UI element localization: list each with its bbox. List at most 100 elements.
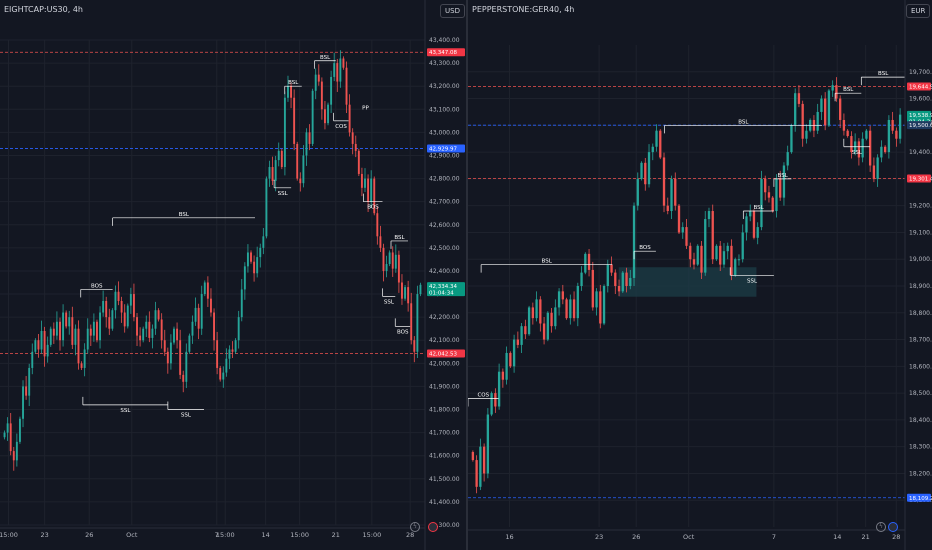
ger40-symbol-label: PEPPERSTONE:GER40, 4h [472,5,575,14]
ger40-candle-body [659,130,662,158]
us30-candle-body [373,178,376,214]
ger40-candle-body [644,162,647,185]
ger40-candle-body [494,393,497,407]
ger40-chart-svg[interactable]: 19,700.019,600.019,500.019,400.019,300.0… [468,0,932,550]
ger40-candle-body [681,227,684,233]
us30-candle-body [407,287,410,304]
ger40-candle-body [737,259,741,261]
ger40-candle-body [677,205,681,233]
ger40-candle-body [794,93,797,126]
ger40-candle-body [599,291,602,324]
ger40-candle-body [554,307,557,327]
us30-candle-body [385,264,388,271]
ger40-price-tag [907,174,931,183]
us30-candle-body [43,331,46,357]
us30-y-tick-label: 43,000.00 [429,129,460,136]
ger40-annotation-bsl: BSL [878,71,889,77]
us30-candle-body [262,236,265,248]
ger40-candle-body [797,93,801,104]
flag-icon[interactable] [428,522,438,532]
us30-candle-body [185,351,188,382]
ger40-candle-body [865,130,868,139]
us30-candle-body [323,109,326,124]
us30-candle-body [416,294,419,352]
us30-y-tick-label: 41,800.00 [429,407,460,414]
us30-chart-panel[interactable]: 43,400.00 43,300.00 43,200.00 43,100.00 43,0… [0,0,466,550]
us30-candle-body [203,282,206,295]
us30-y-tick-label: 41,700.00 [429,430,460,437]
us30-candle-body [105,300,108,318]
flag-icon[interactable] [888,522,898,532]
us30-candle-body [419,284,422,295]
us30-candle-body [139,335,142,341]
ger40-x-tick-label: 28 [892,533,900,541]
ger40-x-tick-label: 14 [833,533,841,541]
ger40-candle-body [824,98,827,126]
us30-chart-svg[interactable]: 43,400.00 43,300.00 43,200.00 43,100.00 43,0… [0,0,466,550]
ger40-candle-body [471,452,475,461]
ger40-x-tick-label: 23 [595,533,603,541]
us30-candle-body [99,312,102,341]
ger40-candle-body [546,312,549,340]
ger40-candle-body [880,146,883,158]
ger40-y-tick-label: 18,600.0 [909,363,932,370]
ger40-candle-body [838,98,842,120]
us30-candle-body [55,321,58,336]
us30-candle-body [290,86,293,98]
us30-candle-body [308,132,311,144]
us30-y-tick-label: 42,600.00 [429,222,460,229]
ger40-candle-body [760,178,763,228]
us30-candle-body [293,97,296,144]
us30-candle-body [225,358,228,373]
ger40-candle-body [621,272,624,292]
us30-x-tick-label: 28 [406,531,414,539]
us30-candle-body [314,74,317,91]
ger40-candle-body [531,307,535,319]
us30-candle-body [259,247,262,258]
us30-candle-body [351,132,354,144]
ger40-candle-body [775,178,778,212]
ger40-y-tick-label: 18,400.0 [909,417,932,424]
us30-candle-body [6,423,9,433]
ger40-chart-panel[interactable]: 19,700.019,600.019,500.019,400.019,300.0… [468,0,932,550]
ger40-candle-body [685,227,688,246]
us30-candle-body [12,451,15,461]
lightning-icon[interactable]: ϟ [410,522,420,532]
ger40-candle-body [674,178,677,206]
us30-y-tick-label: 43,300.00 [429,60,460,67]
us30-x-tick-label: 21 [332,531,340,539]
ger40-y-tick-label: 18,900.0 [909,283,932,290]
us30-candle-body [367,178,370,202]
us30-candle-body [250,252,252,262]
ger40-candle-body [520,326,523,345]
us30-candle-body [333,63,336,77]
us30-candle-body [31,351,34,368]
us30-y-tick-label: 41,600.00 [429,453,460,460]
us30-candle-body [213,312,215,341]
us30-candle-body [160,319,163,341]
ger40-candle-body [722,251,726,265]
ger40-currency-button[interactable]: EUR [906,4,931,18]
ger40-candle-body [651,146,654,153]
ger40-candle-body [625,272,628,286]
ger40-candle-body [816,111,819,131]
us30-candle-body [9,423,12,452]
us30-candle-body [145,321,148,329]
us30-candle-body [83,349,86,368]
lightning-icon[interactable]: ϟ [876,522,886,532]
us30-candle-body [65,312,68,327]
us30-candle-body [394,254,397,269]
us30-candle-body [108,317,111,329]
ger40-candle-body [524,326,527,335]
ger40-annotation-ssl: SSL [747,278,758,284]
ger40-y-tick-label: 19,400.0 [909,149,932,156]
ger40-x-tick-label: 16 [505,533,513,541]
ger40-candle-body [715,245,718,260]
us30-candle-body [299,178,302,184]
ger40-candle-body [617,286,621,292]
us30-candle-body [391,252,394,269]
ger40-candle-body [741,232,744,260]
us30-candle-body [370,178,373,202]
us30-currency-button[interactable]: USD [440,4,465,18]
panel-divider[interactable] [466,0,468,550]
